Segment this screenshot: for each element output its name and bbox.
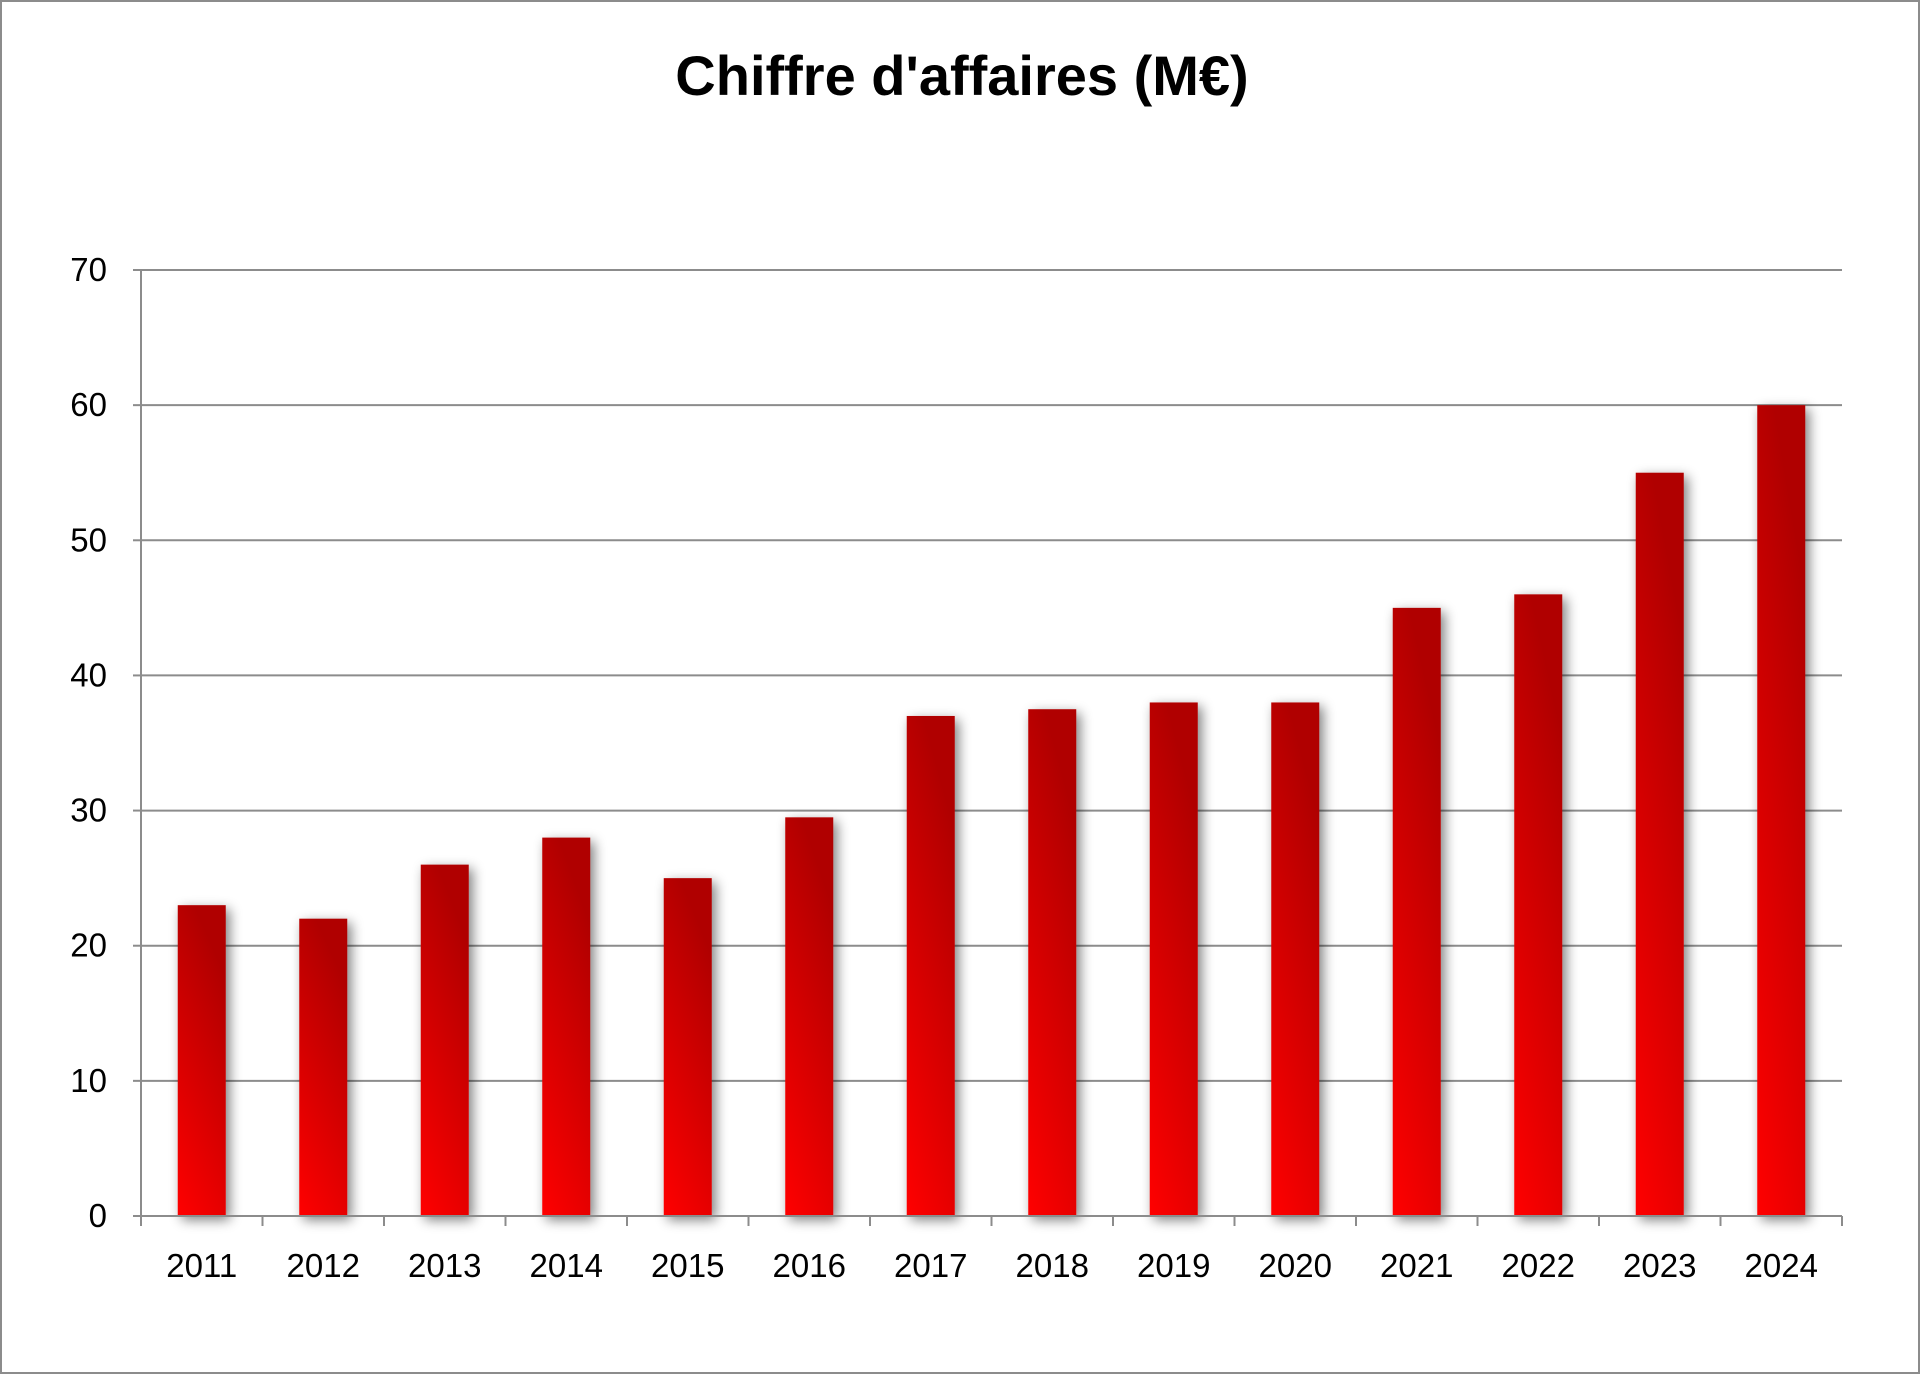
chart-title: Chiffre d'affaires (M€) — [675, 44, 1248, 107]
x-tick-label: 2019 — [1137, 1247, 1210, 1284]
bar-2021 — [1392, 607, 1441, 1216]
bar-2024 — [1757, 405, 1806, 1217]
bar-2011 — [177, 905, 226, 1216]
bar-2017 — [906, 715, 955, 1216]
bar-2019 — [1149, 702, 1198, 1216]
bar-2015 — [663, 878, 712, 1216]
y-tick-label: 20 — [70, 927, 107, 964]
bar-2013 — [420, 864, 469, 1216]
x-tick-label: 2023 — [1623, 1247, 1696, 1284]
gridlines — [141, 269, 1842, 1082]
x-tick-label: 2024 — [1745, 1247, 1818, 1284]
x-tick-label: 2012 — [287, 1247, 360, 1284]
bar-2018 — [1028, 709, 1077, 1216]
x-tick-label: 2013 — [408, 1247, 481, 1284]
x-tick-label: 2017 — [894, 1247, 967, 1284]
y-axis-ticks: 0 10 20 30 40 50 60 70 — [70, 251, 141, 1234]
y-tick-label: 40 — [70, 656, 107, 693]
x-tick-label: 2015 — [651, 1247, 724, 1284]
axes — [140, 270, 1842, 1217]
bar-2014 — [542, 837, 591, 1216]
bar-2022 — [1514, 594, 1563, 1216]
y-tick-label: 50 — [70, 521, 107, 558]
x-tick-label: 2014 — [530, 1247, 603, 1284]
x-tick-label: 2022 — [1502, 1247, 1575, 1284]
x-tick-label: 2011 — [166, 1247, 237, 1284]
x-tick-label: 2016 — [773, 1247, 846, 1284]
x-tick-label: 2021 — [1380, 1247, 1453, 1284]
x-tick-label: 2018 — [1016, 1247, 1089, 1284]
x-axis-ticks: 2011 2012 2013 2014 2015 2016 2017 2018 2019 2020… — [140, 1216, 1843, 1284]
y-tick-label: 60 — [70, 386, 107, 423]
bars — [177, 405, 1806, 1217]
bar-2020 — [1271, 702, 1320, 1216]
x-tick-label: 2020 — [1259, 1247, 1332, 1284]
y-tick-label: 30 — [70, 792, 107, 829]
bar-2023 — [1635, 472, 1684, 1216]
bar-2012 — [299, 918, 348, 1216]
y-tick-label: 10 — [70, 1062, 107, 1099]
y-tick-label: 70 — [70, 251, 107, 288]
bar-2016 — [785, 817, 834, 1216]
y-tick-label: 0 — [89, 1197, 107, 1234]
